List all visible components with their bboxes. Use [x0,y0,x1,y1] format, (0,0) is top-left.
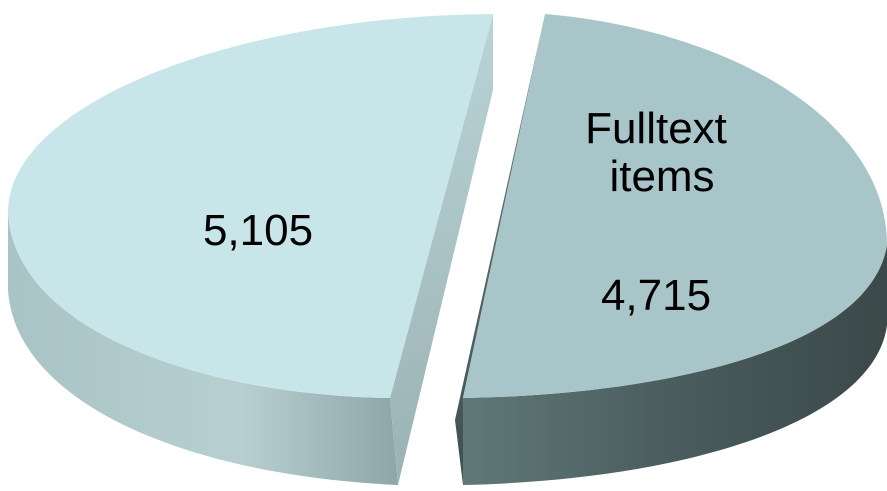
slice-2-value-label: 4,715 [601,271,711,320]
slice-2-top [463,14,887,398]
pie-slice-2 [455,14,887,485]
slice-2-category-label-line-2: items [609,152,714,201]
slice-1-value-label: 5,105 [203,206,313,255]
slice-1-cut-face [390,14,493,485]
slice-2-category-label-line-1: Fulltext [585,104,727,153]
slice-1-top [8,14,493,398]
slice-1-side [8,212,398,485]
pie-slice-1 [8,14,493,485]
slice-2-side [463,245,887,485]
